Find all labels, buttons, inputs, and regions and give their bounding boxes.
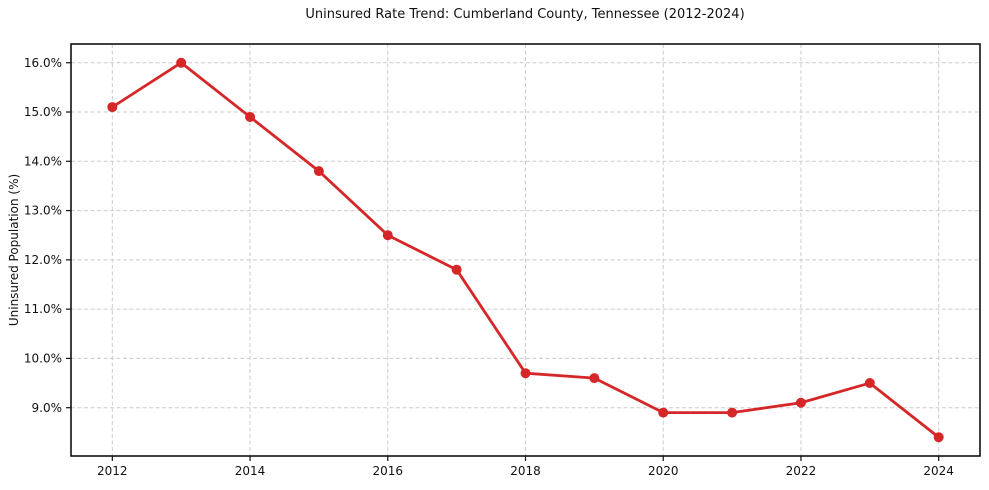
y-tick-label: 10.0% bbox=[24, 352, 62, 366]
data-point-marker bbox=[382, 230, 393, 241]
data-point-marker bbox=[589, 373, 600, 384]
data-point-marker bbox=[864, 378, 875, 389]
data-point-marker bbox=[107, 102, 118, 113]
y-tick-label: 16.0% bbox=[24, 56, 62, 70]
x-tick-label: 2020 bbox=[648, 464, 679, 478]
data-point-marker bbox=[520, 368, 531, 379]
x-tick-label: 2018 bbox=[510, 464, 541, 478]
x-tick-label: 2014 bbox=[235, 464, 266, 478]
data-point-marker bbox=[795, 397, 806, 408]
x-tick-label: 2024 bbox=[923, 464, 954, 478]
x-tick-label: 2022 bbox=[786, 464, 817, 478]
data-point-marker bbox=[727, 407, 738, 418]
data-point-marker bbox=[933, 432, 944, 443]
chart-title: Uninsured Rate Trend: Cumberland County,… bbox=[305, 7, 745, 22]
data-point-marker bbox=[451, 264, 462, 275]
y-tick-label: 14.0% bbox=[24, 154, 62, 168]
y-tick-label: 11.0% bbox=[24, 302, 62, 316]
y-tick-label: 12.0% bbox=[24, 253, 62, 267]
y-tick-label: 15.0% bbox=[24, 105, 62, 119]
data-point-marker bbox=[245, 111, 256, 122]
y-tick-label: 9.0% bbox=[32, 401, 63, 415]
data-point-marker bbox=[658, 407, 669, 418]
x-tick-label: 2016 bbox=[372, 464, 403, 478]
data-point-marker bbox=[313, 166, 324, 177]
y-tick-label: 13.0% bbox=[24, 204, 62, 218]
data-point-marker bbox=[176, 57, 187, 68]
x-tick-label: 2012 bbox=[97, 464, 128, 478]
